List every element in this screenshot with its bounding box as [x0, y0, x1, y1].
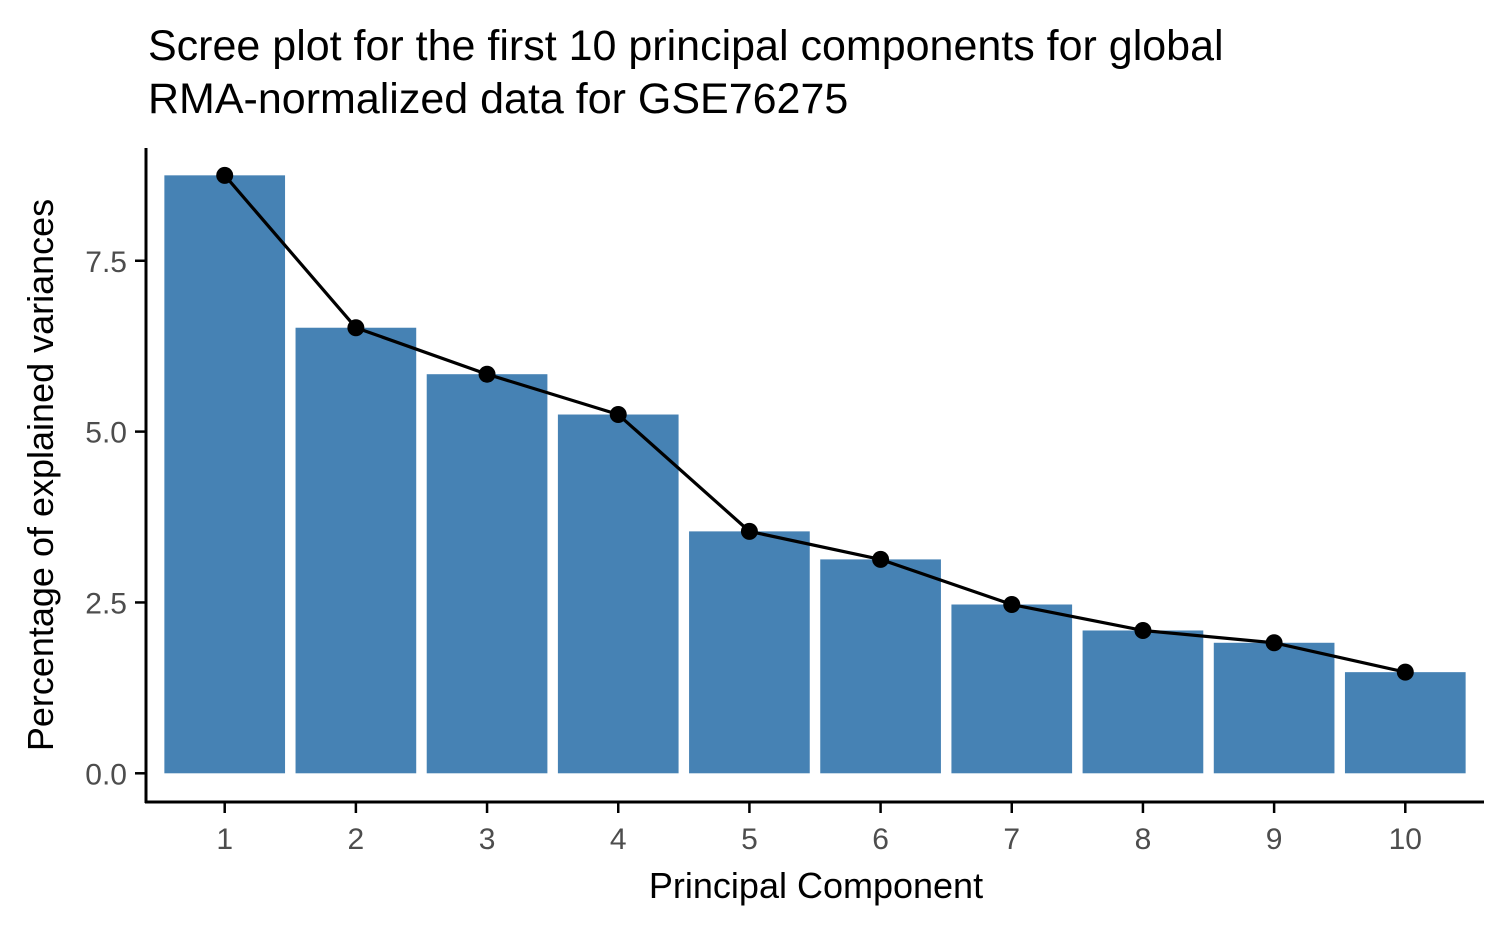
point-pc-4: [609, 406, 627, 424]
bar-pc-7: [951, 604, 1073, 774]
explained-variance-line: [223, 174, 1406, 674]
bar-pc-2: [295, 327, 417, 774]
y-tick-label-0.0: 0.0: [85, 758, 127, 791]
bar-pc-1: [164, 175, 286, 774]
chart-title-line-2: RMA-normalized data for GSE76275: [148, 75, 848, 123]
x-axis-ticks: 1 2 3 4 5 6 7 8 9 10: [216, 803, 1422, 856]
y-tick-label-7.5: 7.5: [85, 246, 127, 279]
x-tick-label-1: 1: [216, 823, 233, 856]
x-tick-label-9: 9: [1266, 823, 1283, 856]
line-layer: [223, 174, 1406, 674]
bar-pc-6: [820, 559, 941, 774]
point-pc-3: [478, 365, 496, 383]
point-pc-5: [740, 522, 758, 540]
bar-pc-8: [1082, 630, 1204, 774]
x-tick-label-10: 10: [1389, 823, 1422, 856]
x-tick-label-3: 3: [479, 823, 496, 856]
y-tick-label-2.5: 2.5: [85, 587, 127, 620]
x-axis-title: Principal Component: [649, 865, 983, 906]
x-tick-label-7: 7: [1003, 823, 1020, 856]
bar-pc-3: [426, 374, 548, 774]
point-pc-9: [1265, 634, 1283, 652]
bar-pc-5: [689, 531, 810, 774]
points-layer: [216, 166, 1414, 681]
bar-pc-10: [1344, 672, 1466, 774]
y-axis-title: Percentage of explained variances: [20, 199, 61, 751]
x-tick-label-2: 2: [348, 823, 365, 856]
bars-layer: [164, 175, 1466, 774]
point-pc-1: [216, 166, 234, 184]
point-pc-6: [872, 550, 890, 568]
bar-pc-4: [557, 414, 679, 774]
x-tick-label-6: 6: [872, 823, 889, 856]
chart-title-line-1: Scree plot for the first 10 principal co…: [148, 22, 1224, 70]
x-tick-label-8: 8: [1135, 823, 1152, 856]
y-tick-label-5.0: 5.0: [85, 417, 127, 450]
point-pc-2: [347, 319, 365, 337]
x-tick-label-5: 5: [741, 823, 758, 856]
y-axis-ticks: 0.0 2.5 5.0 7.5: [85, 246, 145, 791]
point-pc-7: [1003, 596, 1021, 614]
bar-pc-9: [1213, 642, 1335, 774]
point-pc-10: [1396, 663, 1414, 681]
x-tick-label-4: 4: [610, 823, 627, 856]
point-pc-8: [1134, 621, 1152, 639]
